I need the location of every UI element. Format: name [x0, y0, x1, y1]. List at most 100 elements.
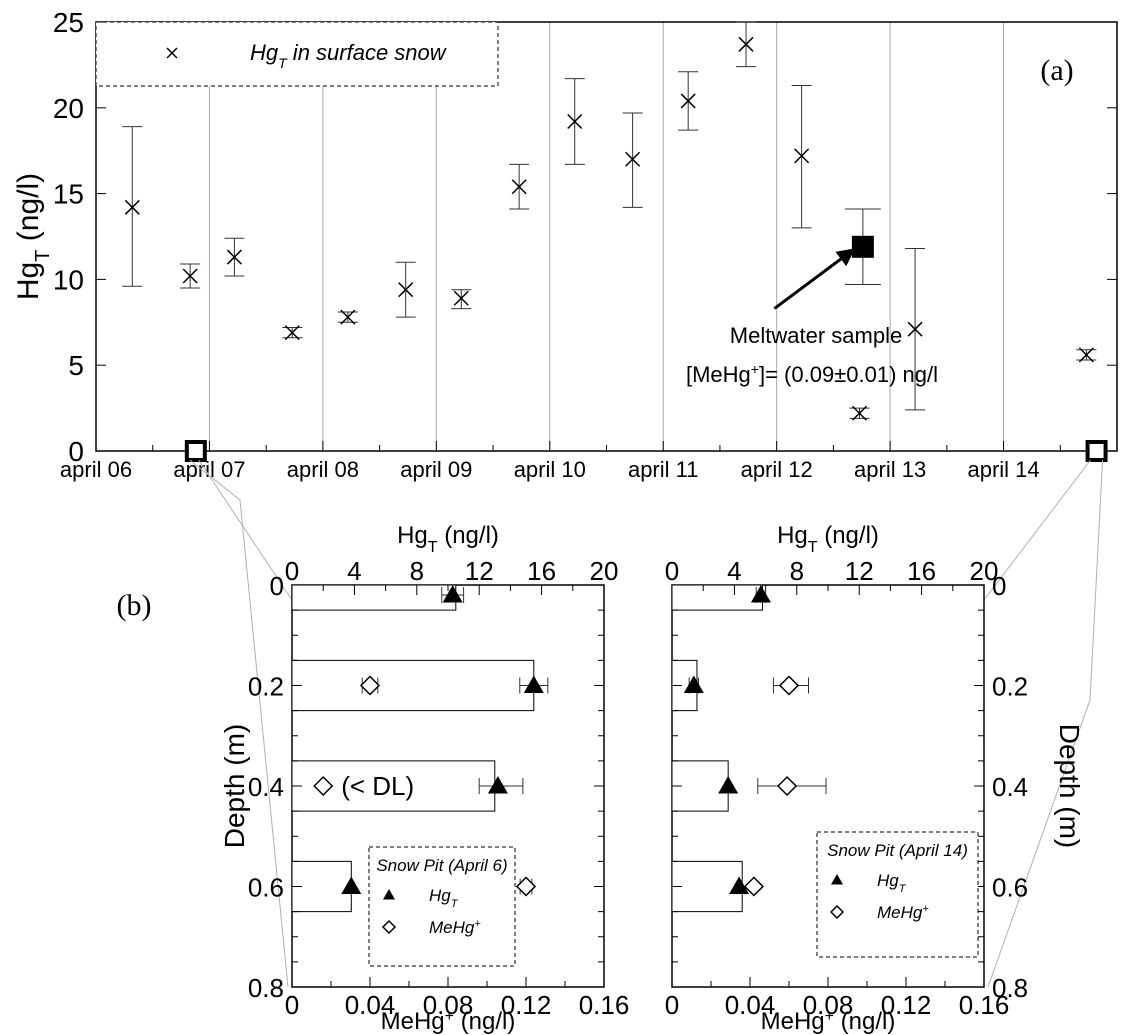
- x-axis-top-label-b_left: HgT (ng/l): [397, 522, 499, 556]
- data-point-hgt-pit: [718, 776, 739, 794]
- xtick-label-a: april 11: [628, 457, 699, 482]
- legend-box-a: [95, 21, 499, 87]
- xtick-label-a: april 12: [741, 457, 813, 482]
- legend-label-hgt: HgT: [429, 886, 459, 910]
- xtick-label-a: april 09: [400, 457, 472, 482]
- legend-label-a: HgT in surface snow: [250, 40, 448, 71]
- xtick-top-label-b_left: 12: [465, 556, 494, 586]
- data-point-hgt-surface: [124, 199, 140, 215]
- ytick-label-b_left: 0.4: [248, 772, 284, 802]
- cross-stroke: [738, 36, 754, 52]
- data-point-hgt-surface: [567, 113, 583, 130]
- x-axis-top-label-b_right: HgT (ng/l): [777, 522, 879, 556]
- data-point-hgt-surface: [284, 325, 300, 341]
- y-axis-label-a: HgT (ng/l): [12, 173, 54, 300]
- data-point-hgt-pit: [750, 585, 771, 603]
- cross-stroke: [907, 321, 923, 337]
- data-point-mehg: [313, 775, 334, 797]
- data-point-hgt-surface: [182, 268, 198, 284]
- xtick-bottom-label-b_left: 0.04: [345, 990, 396, 1020]
- legend-marker-cross: [166, 47, 178, 59]
- ytick-label-a: 5: [68, 350, 84, 381]
- data-point-hgt-surface: [680, 93, 696, 109]
- zoom-connector: [1089, 459, 1104, 701]
- ytick-label-b_left: 0.8: [248, 973, 284, 1003]
- cross-stroke: [567, 113, 583, 130]
- data-point-snowpit-marker: [184, 440, 207, 462]
- xtick-top-label-b_left: 20: [590, 556, 619, 586]
- data-point-mehg: [515, 876, 537, 897]
- cross-stroke: [398, 282, 414, 298]
- data-point-mehg: [743, 876, 764, 897]
- bar-hgt: [671, 860, 743, 913]
- ytick-label-a: 20: [53, 93, 84, 124]
- xtick-top-label-b_left: 0: [285, 556, 299, 586]
- cross-stroke: [284, 325, 300, 341]
- cross-stroke: [340, 309, 356, 325]
- annotation-arrow: [773, 248, 856, 310]
- xtick-bottom-label-b_left: 0: [285, 990, 299, 1020]
- zoom-connector: [983, 459, 1091, 601]
- cross-stroke: [182, 268, 198, 284]
- ytick-label-a: 15: [53, 179, 84, 210]
- xtick-label-a: april 06: [60, 457, 132, 482]
- x-axis-bottom-label-b_left: MeHg+ (ng/l): [381, 1008, 516, 1035]
- data-point-hgt-surface: [398, 282, 414, 298]
- ytick-label-b_left: 0.2: [248, 672, 284, 702]
- xtick-bottom-label-b_right: 0: [665, 990, 679, 1020]
- xtick-label-a: april 07: [173, 457, 245, 482]
- data-point-hgt-surface: [738, 36, 754, 52]
- ytick-label-b_right: 0.6: [992, 873, 1028, 903]
- bar-hgt: [291, 659, 535, 712]
- zoom-connector: [987, 699, 1091, 988]
- bar-hgt: [671, 584, 763, 611]
- ytick-label-a: 10: [53, 264, 84, 295]
- cross-stroke: [124, 199, 140, 215]
- ytick-label-b_left: 0.6: [248, 873, 284, 903]
- xtick-bottom-label-b_right: 0.08: [803, 990, 854, 1020]
- ytick-label-b_right: 0: [992, 571, 1006, 601]
- data-point-hgt-surface: [794, 148, 810, 164]
- data-point-meltwater: [851, 235, 874, 258]
- cross-stroke: [511, 179, 527, 195]
- data-point-mehg: [778, 675, 800, 696]
- legend-label-hgt: HgT: [877, 871, 907, 895]
- legend-marker-mehg: [829, 904, 845, 920]
- panel-label-a: (a): [1040, 54, 1073, 87]
- legend-marker-hgt: [831, 874, 843, 885]
- data-point-hgt-pit: [523, 675, 544, 693]
- xtick-top-label-b_right: 8: [790, 556, 804, 586]
- xtick-bottom-label-b_left: 0.16: [579, 990, 630, 1020]
- xtick-bottom-label-b_right: 0.04: [725, 990, 776, 1020]
- legend-marker-mehg: [381, 919, 397, 935]
- data-point-hgt-pit: [487, 776, 508, 794]
- data-point-hgt-pit: [729, 876, 750, 894]
- xtick-top-label-b_left: 16: [527, 556, 556, 586]
- ytick-label-a: 25: [53, 7, 84, 38]
- cross-stroke: [226, 249, 242, 265]
- legend-box-b_right: [816, 831, 979, 958]
- xtick-top-label-b_right: 12: [845, 556, 874, 586]
- ytick-label-a: 0: [68, 436, 84, 467]
- y-axis-label-b-left: Depth (m): [219, 724, 250, 848]
- zoom-connector: [189, 459, 241, 501]
- xtick-top-label-b_right: 20: [970, 556, 999, 586]
- data-point-hgt-surface: [226, 249, 242, 265]
- ytick-label-b_right: 0.8: [992, 973, 1028, 1003]
- xtick-top-label-b_right: 16: [907, 556, 936, 586]
- below-dl-label: (< DL): [341, 771, 414, 801]
- xtick-bottom-label-b_left: 0.08: [423, 990, 474, 1020]
- xtick-label-a: april 13: [854, 457, 926, 482]
- data-point-mehg: [776, 775, 798, 797]
- legend-marker-hgt: [383, 889, 395, 900]
- data-point-hgt-surface: [511, 179, 527, 195]
- bar-hgt: [291, 584, 457, 611]
- legend-label-mehg: MeHg+: [429, 918, 481, 937]
- cross-stroke: [794, 148, 810, 164]
- zoom-connector: [198, 459, 293, 601]
- xtick-bottom-label-b_left: 0.12: [501, 990, 552, 1020]
- cross-stroke: [680, 93, 696, 109]
- zoom-connector: [239, 499, 289, 988]
